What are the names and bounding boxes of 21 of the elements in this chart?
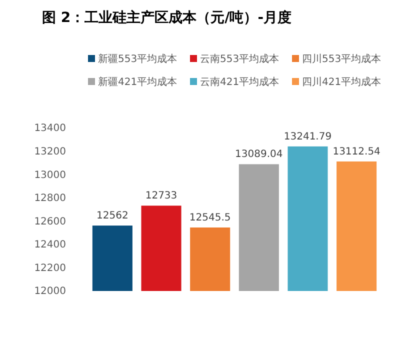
data-label: 12733 — [145, 190, 178, 202]
legend-label: 云南553平均成本 — [200, 53, 280, 65]
y-tick-label: 12600 — [34, 216, 66, 228]
chart-title: 图 2：工业硅主产区成本（元/吨）-月度 — [42, 9, 292, 26]
legend-label: 新疆421平均成本 — [98, 76, 178, 88]
y-tick-label: 12400 — [34, 240, 66, 251]
y-tick-label: 13200 — [34, 146, 66, 158]
data-label: 13112.54 — [332, 146, 380, 158]
y-tick-label: 13400 — [34, 123, 66, 134]
legend-label: 四川421平均成本 — [302, 76, 382, 88]
data-label: 12545.5 — [189, 212, 231, 224]
legend-label: 云南421平均成本 — [200, 76, 280, 88]
legend-label: 新疆553平均成本 — [98, 53, 178, 65]
y-tick-label: 13000 — [34, 170, 66, 181]
data-label: 12562 — [96, 210, 128, 222]
data-label: 13241.79 — [284, 131, 332, 142]
y-tick-label: 12200 — [34, 262, 66, 274]
data-label: 13089.04 — [235, 149, 283, 160]
y-tick-label: 12800 — [34, 193, 66, 204]
y-tick-label: 12000 — [34, 286, 66, 298]
legend-label: 四川553平均成本 — [302, 53, 382, 65]
